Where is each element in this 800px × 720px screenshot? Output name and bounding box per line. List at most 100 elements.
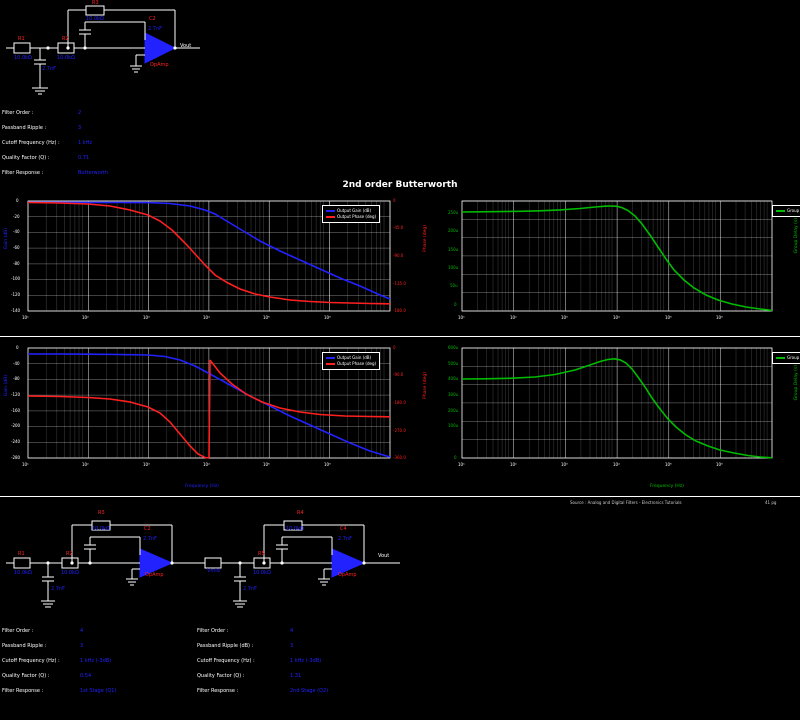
plot-gain-bottom-legend: Output Gain (dB) Output Phase (deg) xyxy=(322,352,381,370)
ytick-gain-top-7: -140 xyxy=(11,308,21,313)
ytick-gain-bot-6: -240 xyxy=(11,439,21,444)
bottom-value-r5: 10.0kΩ xyxy=(253,570,271,576)
bottom-value-c2: 2.7nF xyxy=(143,536,157,542)
specs-top-row-2: Cutoff Frequency (Hz) : xyxy=(2,140,60,146)
specs-top-label-0: Filter Order : xyxy=(2,110,34,116)
specs-top-label-2: Cutoff Frequency (Hz) : xyxy=(2,140,60,146)
bottom-value-u2: OpAmp xyxy=(338,572,357,578)
bottom-label-r1: R1 xyxy=(18,551,25,557)
bottom-label-r3: R3 xyxy=(98,510,105,516)
specs-bl-value-0: 4 xyxy=(80,628,84,634)
plot-gain-top-y2label: Phase (deg) xyxy=(423,225,428,252)
plot-gain-top-legend: Output Gain (dB) Output Phase (deg) xyxy=(322,205,381,223)
legend-swatch-phase-b xyxy=(326,363,335,365)
specs-top-label-4: Filter Response : xyxy=(2,170,44,176)
ytick-gain-top-0: 0 xyxy=(16,198,19,203)
specs-top-value-4-wrap: Butterworth xyxy=(78,170,108,176)
specs-top-value-1-wrap: 3 xyxy=(78,125,81,131)
xtick-gd-top-1: 10² xyxy=(510,315,517,320)
bottom-label-r4: R4 xyxy=(297,510,304,516)
bottom-value-c1: 2.7nF xyxy=(51,586,65,592)
xtick-gd-top-3: 10⁴ xyxy=(613,315,620,320)
xtick-gain-bot-1: 10² xyxy=(82,462,89,467)
bottom-value-r3: 10.0kΩ xyxy=(92,526,110,532)
y2tick-gain-bot-1: -90.0 xyxy=(393,372,404,377)
ytick-gd-top-1: 200u xyxy=(448,228,459,233)
plot-group-delay-bottom-xlabel: Frequency (Hz) xyxy=(650,484,684,489)
specs-br-value-1: 3 xyxy=(290,643,294,649)
plot-group-delay-top-legend: Group Delay (s) xyxy=(772,205,800,217)
specs-top-row-3: Quality Factor (Q) : xyxy=(2,155,49,161)
ytick-gain-bot-5: -200 xyxy=(11,423,21,428)
component-value-c2: 2.7nF xyxy=(148,26,162,32)
specs-top-value-4: Butterworth xyxy=(78,170,108,176)
xtick-gd-top-0: 10¹ xyxy=(458,315,465,320)
xtick-gain-top-1: 10² xyxy=(82,315,89,320)
component-label-r3: R3 xyxy=(92,0,99,6)
specs-top-value-0-wrap: 2 xyxy=(78,110,81,116)
legend-label-gd-bot: Group Delay (s) xyxy=(787,355,800,360)
ytick-gain-bot-3: -120 xyxy=(11,392,21,397)
plot-gain-bottom-y2label: Phase (deg) xyxy=(423,372,428,399)
bottom-value-c4: 2.7nF xyxy=(338,536,352,542)
ytick-gain-bot-0: 0 xyxy=(16,345,19,350)
specs-top-row-4: Filter Response : xyxy=(2,170,43,176)
bottom-value-r4: 10.0kΩ xyxy=(286,526,304,532)
specs-top-value-1: 3 xyxy=(78,125,82,131)
xtick-gain-top-0: 10¹ xyxy=(22,315,29,320)
y2tick-gain-bot-4: -360.0 xyxy=(393,455,406,460)
ytick-gd-bot-4: 200u xyxy=(448,408,459,413)
xtick-gain-top-5: 10⁶ xyxy=(324,315,331,320)
specs-bl-value-3: 0.54 xyxy=(80,673,92,679)
ytick-gd-top-4: 50u xyxy=(450,283,458,288)
bottom-label-c4: C4 xyxy=(340,526,347,532)
legend-label-gain: Output Gain (dB) xyxy=(337,208,372,213)
ytick-gain-bot-2: -80 xyxy=(13,376,20,381)
plot-group-delay-top xyxy=(440,193,800,333)
xtick-gd-top-4: 10⁵ xyxy=(665,315,672,320)
component-label-c2: C2 xyxy=(149,16,156,22)
ytick-gain-top-4: -80 xyxy=(13,261,20,266)
xtick-gain-top-2: 10³ xyxy=(143,315,150,320)
plot-group-delay-bottom-legend: Group Delay (s) xyxy=(772,352,800,364)
legend-row-gain: Output Gain (dB) xyxy=(326,208,376,214)
y2tick-gain-top-3: -135.0 xyxy=(393,281,406,286)
plot-gain-top-ylabel: Gain (dB) xyxy=(4,228,9,250)
specs-bl-label-3: Quality Factor (Q) : xyxy=(2,673,50,679)
specs-br-label-4: Filter Response : xyxy=(197,688,239,694)
component-label-r1: R1 xyxy=(18,36,25,42)
legend-swatch-gain xyxy=(326,210,335,212)
y2tick-gain-bot-0: 0 xyxy=(393,345,396,350)
ytick-gain-bot-7: -280 xyxy=(11,455,21,460)
specs-bl-value-2: 1 kHz (-3dB) xyxy=(80,658,112,664)
specs-br-value-0: 4 xyxy=(290,628,294,634)
legend-label-gd-top: Group Delay (s) xyxy=(787,208,800,213)
ytick-gd-bot-5: 100u xyxy=(448,423,459,428)
y2tick-gain-top-0: 0 xyxy=(393,198,396,203)
specs-bl-label-2: Cutoff Frequency (Hz) : xyxy=(2,658,60,664)
bottom-label-r2: R2 xyxy=(66,551,73,557)
y2tick-gain-top-1: -45.0 xyxy=(393,225,404,230)
plot-gain-bottom-xlabel: Frequency (Hz) xyxy=(185,484,219,489)
specs-top-value-2-wrap: 1 kHz xyxy=(78,140,92,146)
specs-br-value-4: 2nd Stage (Q2) xyxy=(290,688,329,694)
legend-row-gd-top: Group Delay (s) xyxy=(776,208,800,214)
legend-row-gain-b: Output Gain (dB) xyxy=(326,355,376,361)
xtick-gd-bot-5: 10⁶ xyxy=(716,462,723,467)
xtick-gd-bot-4: 10⁵ xyxy=(665,462,672,467)
component-value-r1: 10.0kΩ xyxy=(14,55,32,61)
ytick-gain-top-2: -40 xyxy=(13,229,20,234)
ytick-gain-top-1: -20 xyxy=(13,214,20,219)
plot-group-delay-top-ylabel: Group Delay (s) xyxy=(794,218,799,254)
component-value-r3: 10.0kΩ xyxy=(86,16,104,22)
specs-br-label-2: Cutoff Frequency (Hz) : xyxy=(197,658,255,664)
ytick-gd-bot-0: 600u xyxy=(448,345,459,350)
divider-footer xyxy=(0,496,800,497)
specs-top-row-0: Filter Order : xyxy=(2,110,33,116)
ytick-gd-bot-1: 500u xyxy=(448,361,459,366)
xtick-gain-bot-4: 10⁵ xyxy=(263,462,270,467)
ytick-gain-top-3: -60 xyxy=(13,245,20,250)
ytick-gd-bot-3: 300u xyxy=(448,392,459,397)
specs-top-row-1: Passband Ripple : xyxy=(2,125,46,131)
ytick-gain-top-5: -100 xyxy=(11,276,21,281)
